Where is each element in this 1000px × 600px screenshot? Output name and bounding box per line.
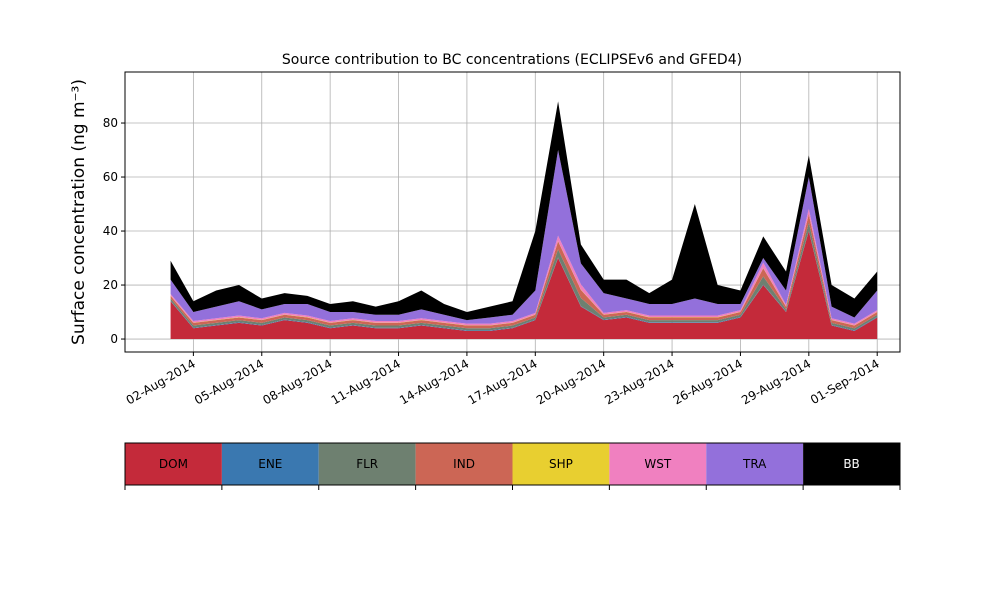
legend-swatch	[415, 443, 513, 485]
y-axis-label: Surface concentration (ng m⁻³)	[69, 79, 89, 345]
legend-swatch	[318, 443, 416, 485]
area	[170, 150, 878, 324]
legend-swatch	[706, 443, 804, 485]
area	[170, 222, 878, 331]
y-tick-label: 60	[103, 170, 118, 184]
x-tick-label: 23-Aug-2014	[602, 356, 676, 407]
x-tick-label: 14-Aug-2014	[397, 356, 471, 407]
area	[170, 231, 878, 340]
legend-swatch	[221, 443, 319, 485]
area	[170, 214, 878, 329]
y-tick-label: 0	[110, 332, 118, 346]
x-tick-label: 20-Aug-2014	[534, 356, 608, 407]
chart-title: Source contribution to BC concentrations…	[282, 52, 742, 68]
legend-swatch	[803, 443, 900, 485]
x-tick-label: 02-Aug-2014	[124, 356, 198, 407]
y-tick-label: 20	[103, 278, 118, 292]
x-tick-label: 11-Aug-2014	[329, 356, 403, 407]
legend-label: DOM	[159, 457, 188, 471]
legend-swatch	[512, 443, 610, 485]
area	[170, 101, 878, 321]
y-tick-label: 80	[103, 116, 118, 130]
legend-label: WST	[644, 457, 671, 471]
legend-label: SHP	[549, 457, 573, 471]
x-tick-label: 08-Aug-2014	[260, 356, 334, 407]
legend-frame	[124, 442, 901, 486]
x-tick-label: 26-Aug-2014	[671, 356, 745, 407]
legend-swatch	[609, 443, 707, 485]
x-tick-label: 29-Aug-2014	[739, 356, 813, 407]
plot-frame	[124, 71, 901, 353]
x-tick-label: 05-Aug-2014	[192, 356, 266, 407]
legend-label: FLR	[356, 457, 378, 471]
legend-label: TRA	[742, 457, 767, 471]
legend-label: BB	[843, 457, 859, 471]
legend-label: ENE	[258, 457, 282, 471]
y-tick-label: 40	[103, 224, 118, 238]
x-tick-label: 01-Sep-2014	[808, 356, 882, 407]
x-tick-label: 17-Aug-2014	[466, 356, 540, 407]
area	[170, 208, 878, 326]
legend-swatch	[125, 443, 222, 485]
legend-label: IND	[453, 457, 475, 471]
